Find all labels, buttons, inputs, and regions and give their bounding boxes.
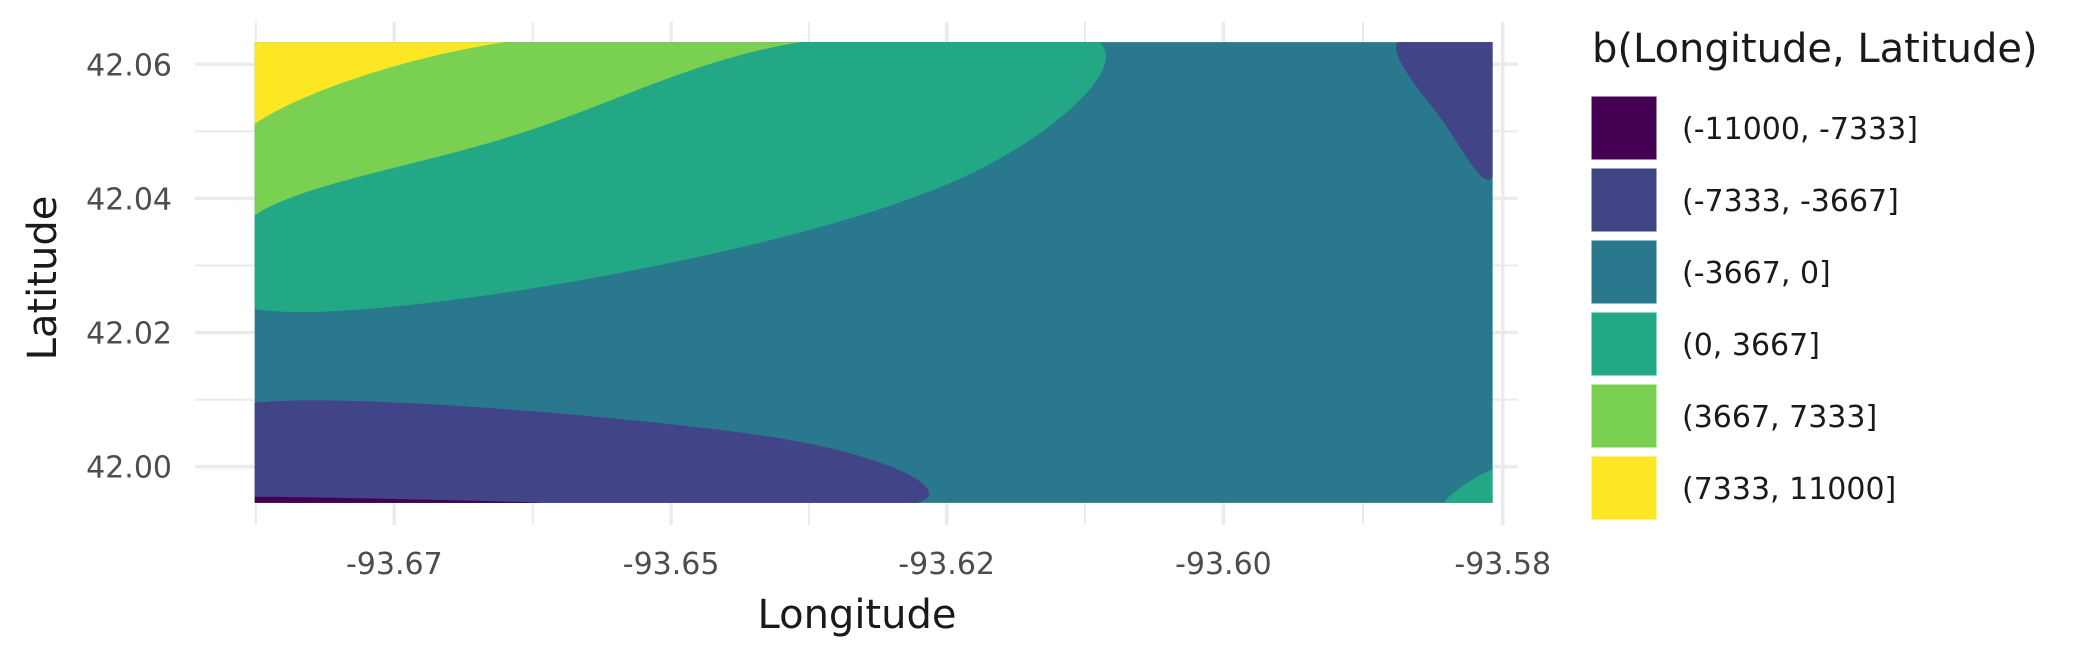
x-tick-label: -93.65: [623, 547, 720, 582]
legend-label: (7333, 11000]: [1682, 472, 1896, 507]
legend-entries: (-11000, -7333] (-7333, -3667] (-3667, 0] (…: [1588, 93, 1918, 523]
contour-regions: [254, 42, 1493, 503]
region-neg11000-neg7333: [254, 496, 542, 503]
x-tick-label: -93.62: [898, 547, 995, 582]
region-neg3667-neg7333-bottom: [254, 400, 930, 503]
x-tick-label: -93.58: [1454, 547, 1551, 582]
x-axis-title: Longitude: [758, 592, 957, 638]
y-tick-label: 42.02: [86, 317, 172, 352]
y-tick-label: 42.04: [86, 182, 172, 217]
legend-label: (-7333, -3667]: [1682, 184, 1899, 219]
region-neg3667-neg7333-topright: [1396, 42, 1493, 180]
legend-swatch: [1588, 453, 1660, 523]
legend-label: (-11000, -7333]: [1682, 112, 1918, 147]
legend-swatch: [1588, 381, 1660, 451]
x-tick-label: -93.60: [1175, 547, 1272, 582]
legend-label: (3667, 7333]: [1682, 400, 1877, 435]
y-axis-ticks: 42.00 42.02 42.04 42.06: [86, 48, 172, 485]
legend-swatch: [1588, 237, 1660, 307]
x-tick-label: -93.67: [346, 547, 443, 582]
y-axis-title: Latitude: [20, 196, 66, 361]
legend: b(Longitude, Latitude) (-11000, -7333](-…: [1588, 26, 2038, 523]
y-tick-label: 42.00: [86, 451, 172, 486]
legend-swatch: [1588, 165, 1660, 235]
region-0-3667-lowerright: [1444, 470, 1493, 503]
legend-label: (0, 3667]: [1682, 328, 1820, 363]
x-axis-ticks: -93.67 -93.65 -93.62 -93.60 -93.58: [346, 547, 1551, 582]
y-tick-label: 42.06: [86, 48, 172, 83]
legend-swatch: [1588, 93, 1660, 163]
legend-swatch: [1588, 309, 1660, 379]
legend-title: b(Longitude, Latitude): [1592, 26, 2038, 72]
legend-label: (-3667, 0]: [1682, 256, 1831, 291]
plot-area: [254, 42, 1493, 503]
region-0-3667-upper: [254, 42, 1106, 313]
